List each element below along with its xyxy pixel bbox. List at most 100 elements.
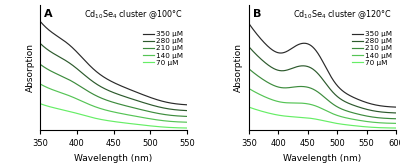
Line: 280 μM: 280 μM bbox=[40, 43, 187, 111]
210 μM bbox=[124, 105, 129, 107]
140 μM bbox=[379, 122, 384, 124]
Line: 70 μM: 70 μM bbox=[40, 104, 187, 128]
140 μM bbox=[282, 102, 287, 104]
280 μM bbox=[343, 101, 348, 103]
210 μM bbox=[185, 115, 190, 117]
210 μM bbox=[343, 110, 348, 112]
280 μM bbox=[394, 112, 398, 114]
210 μM bbox=[76, 84, 80, 86]
210 μM bbox=[361, 114, 366, 116]
70 μM bbox=[288, 116, 293, 118]
Line: 70 μM: 70 μM bbox=[249, 107, 396, 128]
350 μM bbox=[124, 87, 129, 89]
280 μM bbox=[104, 89, 109, 91]
140 μM bbox=[343, 117, 348, 119]
350 μM bbox=[343, 92, 348, 94]
Y-axis label: Absorption: Absorption bbox=[234, 43, 243, 92]
70 μM bbox=[293, 116, 298, 118]
70 μM bbox=[246, 106, 251, 108]
140 μM bbox=[64, 94, 68, 96]
280 μM bbox=[293, 66, 298, 68]
280 μM bbox=[124, 96, 129, 98]
210 μM bbox=[379, 117, 384, 119]
350 μM bbox=[288, 48, 293, 50]
70 μM bbox=[361, 126, 366, 128]
210 μM bbox=[38, 63, 42, 65]
70 μM bbox=[282, 115, 287, 117]
350 μM bbox=[185, 104, 190, 106]
Text: Cd$_{10}$Se$_4$ cluster @100°C: Cd$_{10}$Se$_4$ cluster @100°C bbox=[84, 9, 183, 21]
350 μM bbox=[394, 106, 398, 108]
Text: A: A bbox=[44, 9, 53, 19]
70 μM bbox=[104, 119, 109, 121]
280 μM bbox=[136, 100, 141, 102]
210 μM bbox=[64, 77, 68, 79]
280 μM bbox=[361, 107, 366, 109]
210 μM bbox=[293, 86, 298, 88]
Legend: 350 μM, 280 μM, 210 μM, 140 μM, 70 μM: 350 μM, 280 μM, 210 μM, 140 μM, 70 μM bbox=[144, 31, 184, 66]
350 μM bbox=[104, 78, 109, 80]
280 μM bbox=[282, 69, 287, 71]
Line: 210 μM: 210 μM bbox=[40, 64, 187, 116]
280 μM bbox=[64, 60, 68, 62]
140 μM bbox=[394, 122, 398, 124]
Line: 140 μM: 140 μM bbox=[40, 84, 187, 122]
280 μM bbox=[246, 46, 251, 48]
140 μM bbox=[76, 98, 80, 100]
70 μM bbox=[64, 110, 68, 112]
Text: Cd$_{10}$Se$_4$ cluster @120°C: Cd$_{10}$Se$_4$ cluster @120°C bbox=[293, 9, 392, 21]
350 μM bbox=[246, 23, 251, 25]
Line: 350 μM: 350 μM bbox=[40, 21, 187, 105]
210 μM bbox=[104, 99, 109, 101]
280 μM bbox=[76, 68, 80, 70]
210 μM bbox=[394, 118, 398, 120]
210 μM bbox=[288, 86, 293, 88]
140 μM bbox=[361, 120, 366, 122]
350 μM bbox=[136, 92, 141, 94]
140 μM bbox=[185, 121, 190, 123]
X-axis label: Wavelength (nm): Wavelength (nm) bbox=[74, 154, 153, 163]
70 μM bbox=[76, 113, 80, 115]
140 μM bbox=[136, 116, 141, 118]
280 μM bbox=[185, 110, 190, 112]
350 μM bbox=[379, 105, 384, 107]
140 μM bbox=[104, 109, 109, 111]
210 μM bbox=[136, 108, 141, 110]
280 μM bbox=[288, 68, 293, 70]
350 μM bbox=[38, 20, 42, 22]
350 μM bbox=[148, 97, 153, 99]
Line: 210 μM: 210 μM bbox=[249, 69, 396, 119]
70 μM bbox=[394, 127, 398, 129]
140 μM bbox=[246, 88, 251, 90]
350 μM bbox=[293, 45, 298, 47]
280 μM bbox=[148, 104, 153, 106]
210 μM bbox=[282, 87, 287, 89]
70 μM bbox=[379, 127, 384, 129]
Text: B: B bbox=[253, 9, 262, 19]
X-axis label: Wavelength (nm): Wavelength (nm) bbox=[283, 154, 362, 163]
70 μM bbox=[343, 124, 348, 126]
70 μM bbox=[38, 103, 42, 105]
Y-axis label: Absorption: Absorption bbox=[26, 43, 34, 92]
140 μM bbox=[148, 118, 153, 120]
350 μM bbox=[64, 41, 68, 43]
70 μM bbox=[148, 125, 153, 127]
350 μM bbox=[282, 51, 287, 53]
350 μM bbox=[76, 52, 80, 54]
140 μM bbox=[124, 114, 129, 116]
Legend: 350 μM, 280 μM, 210 μM, 140 μM, 70 μM: 350 μM, 280 μM, 210 μM, 140 μM, 70 μM bbox=[352, 31, 392, 66]
70 μM bbox=[124, 122, 129, 124]
280 μM bbox=[379, 111, 384, 113]
Line: 280 μM: 280 μM bbox=[249, 47, 396, 113]
210 μM bbox=[148, 111, 153, 113]
350 μM bbox=[361, 100, 366, 102]
Line: 140 μM: 140 μM bbox=[249, 89, 396, 123]
210 μM bbox=[246, 68, 251, 70]
70 μM bbox=[185, 127, 190, 129]
280 μM bbox=[38, 42, 42, 44]
140 μM bbox=[38, 83, 42, 85]
Line: 350 μM: 350 μM bbox=[249, 24, 396, 107]
140 μM bbox=[288, 102, 293, 104]
140 μM bbox=[293, 102, 298, 104]
70 μM bbox=[136, 124, 141, 126]
